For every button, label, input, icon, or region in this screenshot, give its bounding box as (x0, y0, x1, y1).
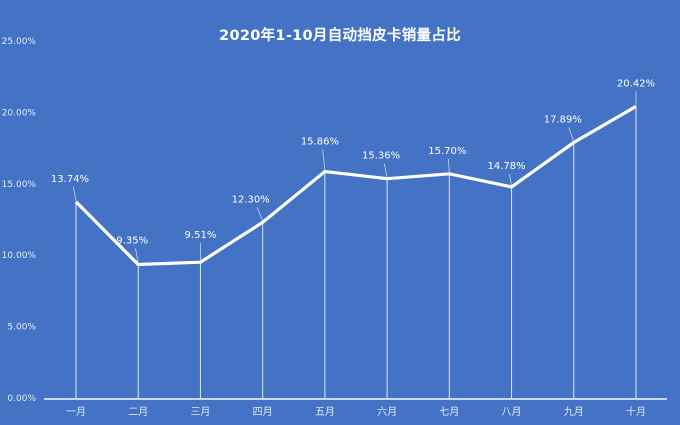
label-leader-line (72, 186, 77, 201)
data-label: 15.86% (301, 137, 339, 148)
x-tick-label: 七月 (439, 406, 459, 418)
label-leader-line (256, 207, 264, 222)
data-label: 14.78% (487, 161, 525, 172)
x-tick-label: 三月 (190, 406, 210, 418)
x-tick-label: 一月 (66, 406, 86, 418)
label-leader-line (568, 127, 575, 142)
data-label: 9.51% (185, 230, 217, 241)
chart-title: 2020年1-10月自动挡皮卡销量占比 (219, 28, 461, 44)
label-leader-line (322, 149, 326, 171)
x-tick-label: 八月 (502, 406, 522, 418)
data-label: 17.89% (544, 115, 582, 126)
x-tick-label: 十月 (626, 405, 646, 418)
data-label: 13.74% (51, 174, 89, 185)
x-tick-label: 九月 (564, 406, 584, 418)
data-label: 15.36% (362, 151, 400, 162)
x-tick-label: 五月 (315, 406, 335, 418)
data-label: 9.35% (116, 235, 148, 246)
data-label: 15.70% (428, 146, 466, 157)
y-tick-label: 20.00% (2, 108, 37, 118)
label-leader-line (508, 173, 512, 187)
x-tick-label: 二月 (128, 406, 148, 418)
y-tick-label: 15.00% (2, 180, 37, 190)
x-tick-label: 六月 (377, 406, 397, 418)
data-label: 20.42% (617, 78, 655, 89)
label-leader-line (448, 158, 450, 173)
y-tick-label: 0.00% (7, 394, 36, 404)
series-line (74, 105, 637, 267)
label-leader-line (384, 163, 388, 178)
label-leader-line (135, 248, 139, 264)
x-tick-label: 四月 (253, 406, 273, 418)
y-tick-label: 10.00% (2, 251, 37, 261)
y-tick-label: 5.00% (7, 323, 36, 333)
data-label: 12.30% (232, 194, 270, 205)
y-tick-label: 25.00% (2, 37, 37, 47)
